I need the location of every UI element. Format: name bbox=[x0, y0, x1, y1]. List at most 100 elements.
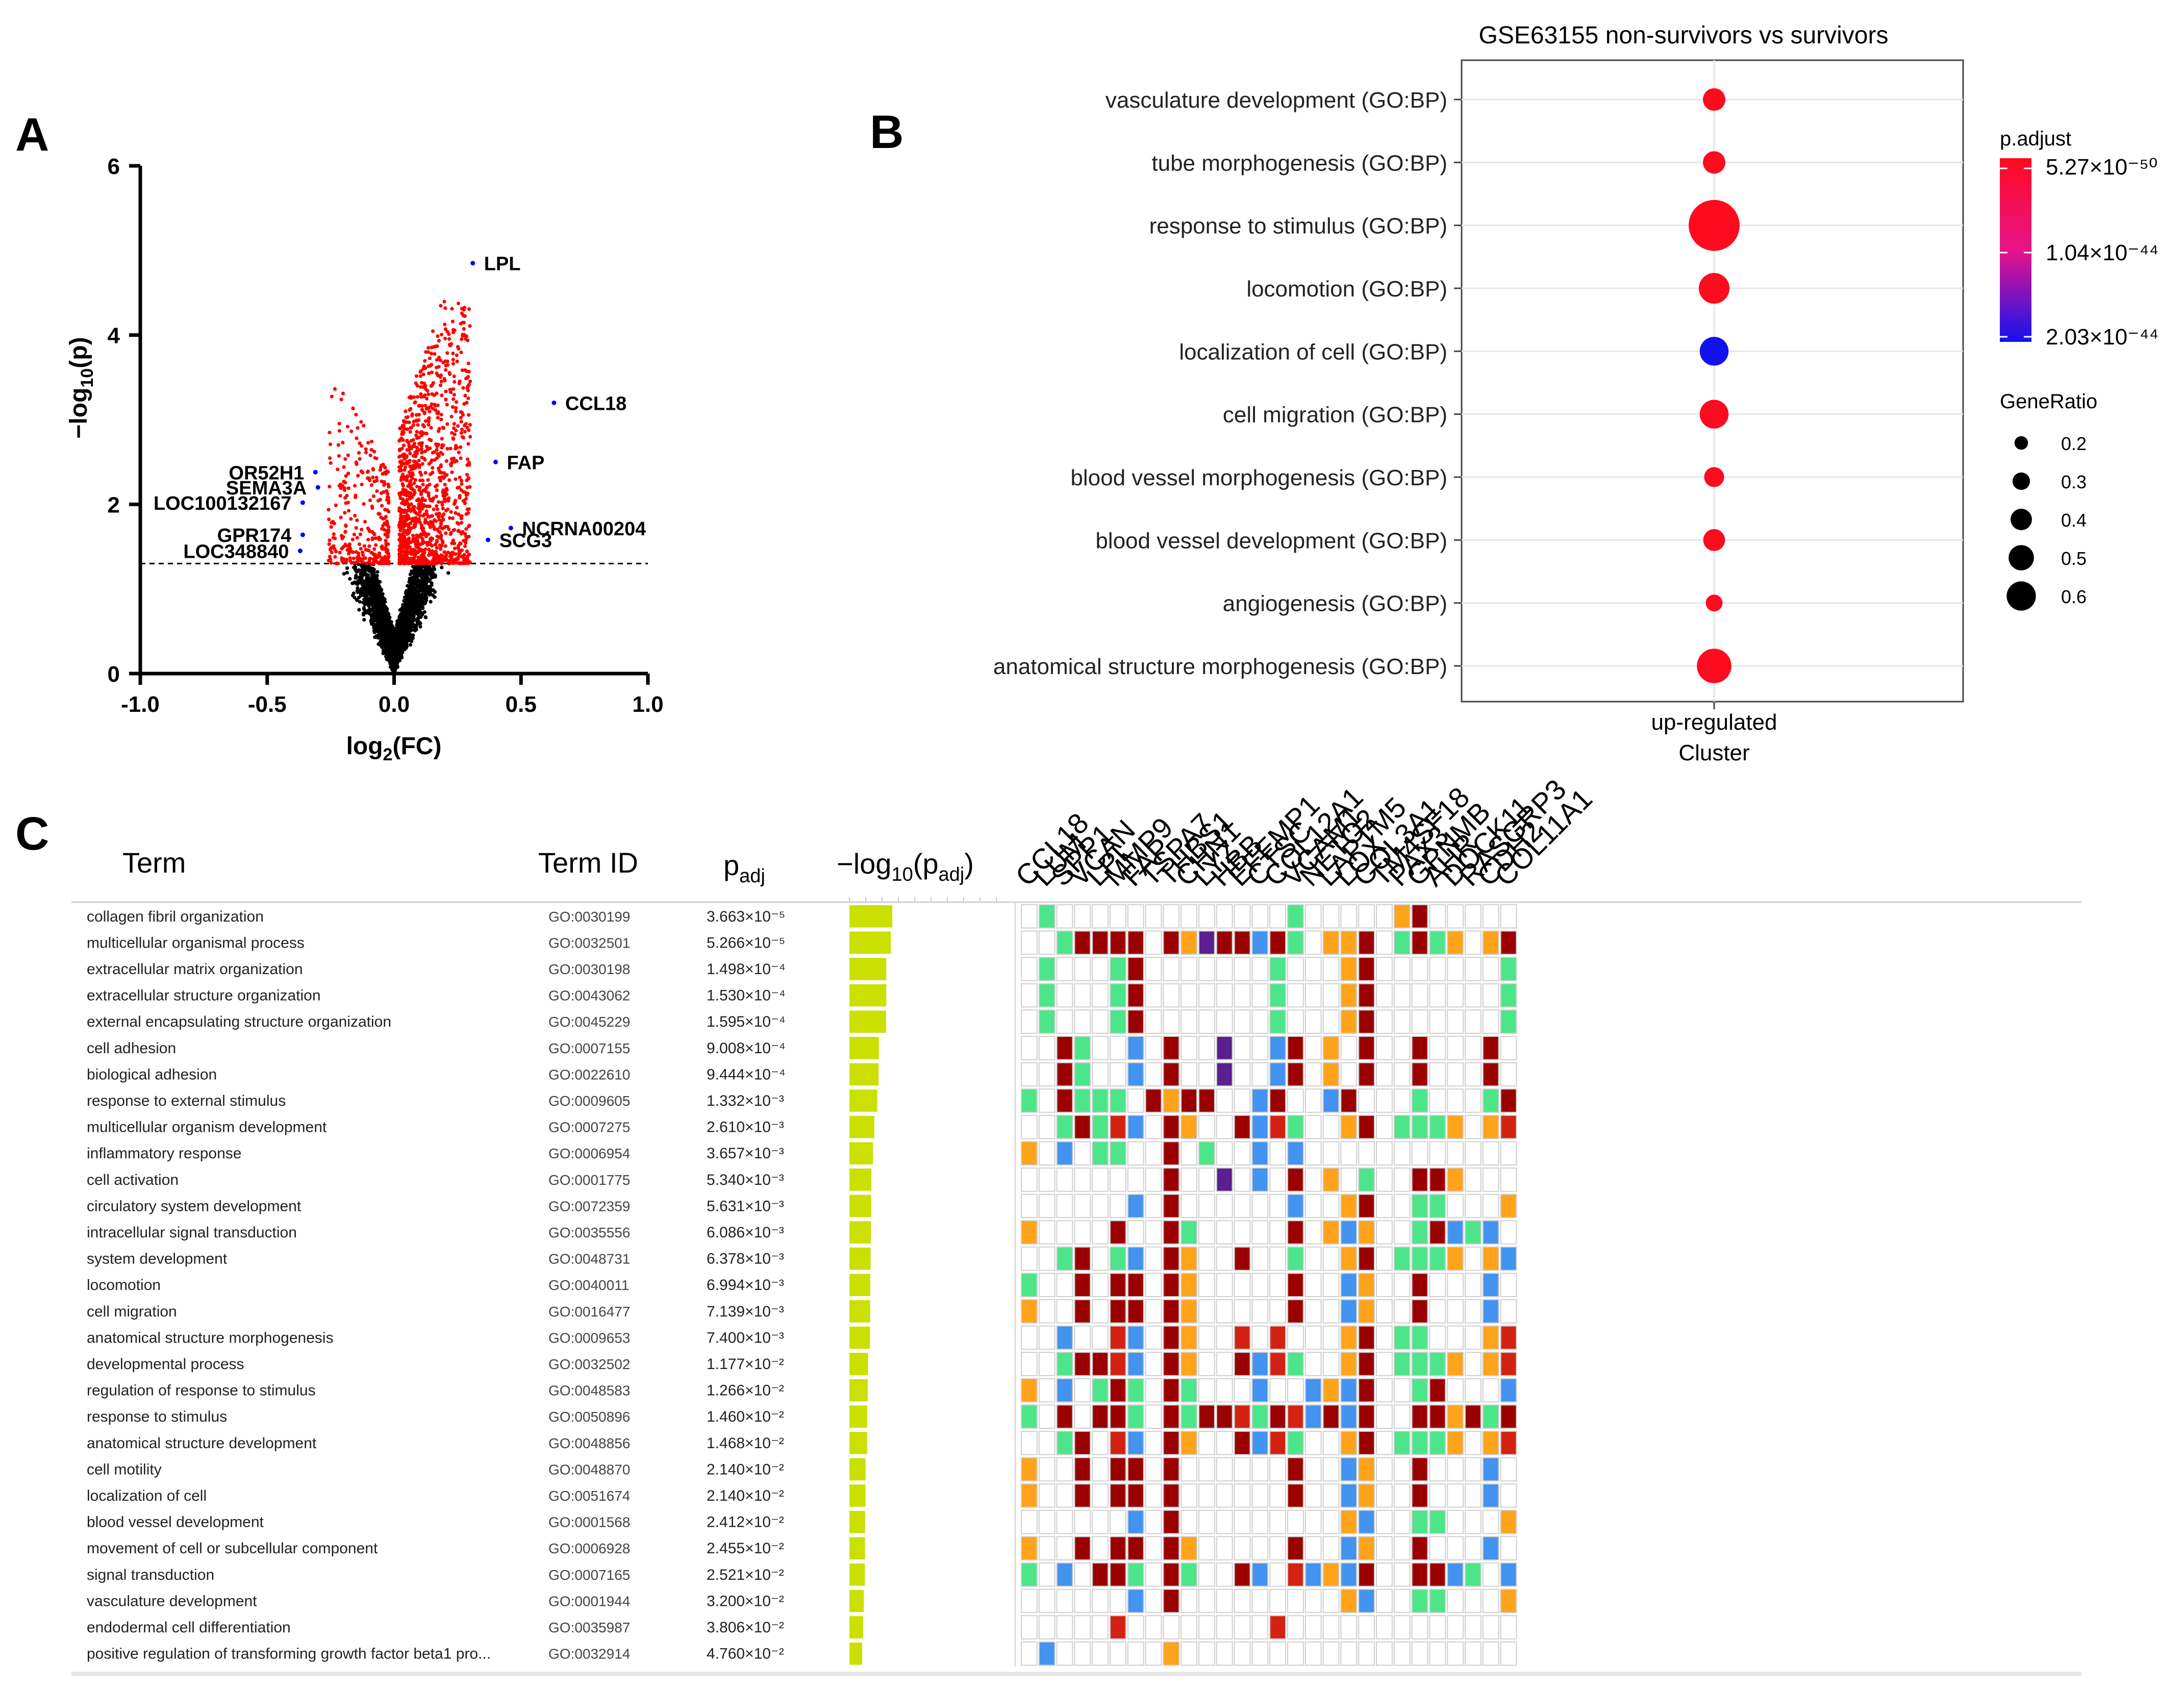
gene-membership-cell bbox=[1376, 1431, 1393, 1455]
gene-membership-cell bbox=[1340, 1220, 1358, 1245]
gene-membership-cell bbox=[1376, 1220, 1393, 1245]
gene-membership-cell bbox=[1251, 1273, 1269, 1297]
gene-membership-cell bbox=[1163, 1509, 1180, 1534]
gene-membership-cell bbox=[1181, 904, 1197, 929]
significant-point bbox=[467, 428, 471, 432]
dotplot-dot bbox=[1705, 594, 1723, 612]
table-row-term: system development bbox=[87, 1251, 228, 1268]
nonsignificant-point bbox=[353, 595, 357, 600]
gene-membership-cell bbox=[1482, 1088, 1499, 1113]
generatio-legend-label: 0.4 bbox=[2061, 510, 2087, 531]
significant-point bbox=[430, 362, 434, 367]
gene-membership-cell bbox=[1447, 1009, 1464, 1034]
significant-point bbox=[346, 509, 351, 513]
gene-membership-cell bbox=[1056, 1062, 1073, 1087]
nonsignificant-point bbox=[403, 626, 407, 630]
enrichment-table: Term Term ID padj −log10(padj) CCL18LUMS… bbox=[71, 773, 2081, 1676]
table-row-term: inflammatory response bbox=[87, 1145, 241, 1162]
significant-point bbox=[398, 561, 402, 565]
gene-membership-cell bbox=[1038, 1062, 1056, 1087]
gene-membership-cell bbox=[1056, 1194, 1073, 1219]
nonsignificant-point bbox=[381, 592, 385, 596]
neglog-padj-bar bbox=[849, 1353, 868, 1375]
significant-point bbox=[428, 356, 432, 360]
gene-membership-cell bbox=[1234, 1562, 1251, 1587]
nonsignificant-point bbox=[383, 625, 387, 629]
gene-membership-cell bbox=[1038, 1615, 1056, 1640]
gene-membership-cell bbox=[1465, 1378, 1482, 1403]
significant-point bbox=[456, 424, 460, 428]
nonsignificant-point bbox=[389, 633, 394, 637]
table-row-term-id: GO:0032914 bbox=[548, 1646, 630, 1662]
table-row-padj: 1.498×10⁻⁴ bbox=[707, 961, 786, 978]
gene-membership-cell bbox=[1234, 1483, 1251, 1508]
nonsignificant-point bbox=[418, 625, 422, 629]
significant-point bbox=[397, 449, 401, 453]
significant-point bbox=[457, 451, 461, 455]
gene-membership-cell bbox=[1074, 1009, 1091, 1034]
gene-membership-cell bbox=[1304, 1299, 1322, 1324]
gene-membership-cell bbox=[1376, 1536, 1393, 1560]
gene-membership-cell bbox=[1269, 1457, 1286, 1482]
significant-point bbox=[411, 423, 415, 427]
gene-membership-cell bbox=[1411, 1483, 1428, 1508]
gene-membership-cell bbox=[1145, 1431, 1162, 1455]
significant-point bbox=[336, 467, 340, 471]
gene-membership-cell bbox=[1127, 957, 1144, 981]
significant-point bbox=[419, 447, 423, 451]
significant-point bbox=[415, 559, 419, 563]
gene-membership-cell bbox=[1092, 1325, 1109, 1350]
gene-membership-cell bbox=[1181, 1325, 1197, 1350]
significant-point bbox=[436, 334, 440, 338]
gene-membership-cell bbox=[1163, 1273, 1180, 1297]
gene-membership-cell bbox=[1340, 1352, 1358, 1376]
gene-membership-cell bbox=[1500, 1088, 1517, 1113]
significant-point bbox=[337, 429, 342, 433]
table-row-term: multicellular organismal process bbox=[87, 934, 305, 951]
significant-point bbox=[341, 391, 345, 395]
table-row-term: localization of cell bbox=[87, 1487, 207, 1504]
significant-point bbox=[415, 430, 419, 434]
gene-membership-cell bbox=[1304, 1062, 1322, 1087]
gene-membership-cell bbox=[1447, 1220, 1464, 1245]
significant-point bbox=[419, 395, 423, 399]
gene-membership-cell bbox=[1465, 1588, 1482, 1613]
gene-membership-cell bbox=[1021, 1246, 1038, 1271]
gene-membership-cell bbox=[1269, 1036, 1286, 1060]
table-row-term-id: GO:0007275 bbox=[548, 1120, 630, 1135]
gene-membership-cell bbox=[1198, 1273, 1215, 1297]
significant-point bbox=[333, 547, 337, 551]
significant-point bbox=[367, 544, 371, 548]
nonsignificant-point bbox=[396, 639, 400, 643]
nonsignificant-point bbox=[392, 662, 397, 666]
gene-membership-cell bbox=[1393, 1036, 1411, 1060]
table-row-term: biological adhesion bbox=[87, 1066, 217, 1083]
significant-point bbox=[430, 458, 434, 462]
significant-point bbox=[437, 468, 441, 473]
gene-membership-cell bbox=[1181, 957, 1197, 981]
significant-point bbox=[381, 462, 385, 466]
gene-membership-cell bbox=[1198, 904, 1215, 929]
gene-membership-cell bbox=[1322, 930, 1340, 955]
nonsignificant-point bbox=[414, 581, 418, 585]
legend-generatio-title: GeneRatio bbox=[2000, 390, 2097, 413]
gene-membership-cell bbox=[1322, 1220, 1340, 1245]
significant-point bbox=[416, 534, 421, 538]
gene-membership-cell bbox=[1163, 1457, 1180, 1482]
gene-membership-cell bbox=[1181, 1378, 1197, 1403]
significant-point bbox=[384, 538, 388, 543]
neglog-padj-bar bbox=[849, 1405, 867, 1428]
significant-point bbox=[407, 505, 411, 509]
significant-point bbox=[435, 371, 439, 376]
significant-point bbox=[450, 319, 455, 324]
gene-membership-cell bbox=[1127, 1088, 1144, 1113]
gene-membership-cell bbox=[1358, 1114, 1375, 1139]
gene-membership-cell bbox=[1092, 1009, 1109, 1034]
nonsignificant-point bbox=[369, 622, 374, 626]
table-header-neglog: −log10(padj) bbox=[837, 848, 974, 885]
significant-point bbox=[380, 545, 384, 549]
gene-membership-cell bbox=[1358, 1457, 1375, 1482]
gene-membership-cell bbox=[1358, 1641, 1375, 1666]
gene-membership-cell bbox=[1074, 983, 1091, 1008]
significant-point bbox=[459, 350, 463, 355]
